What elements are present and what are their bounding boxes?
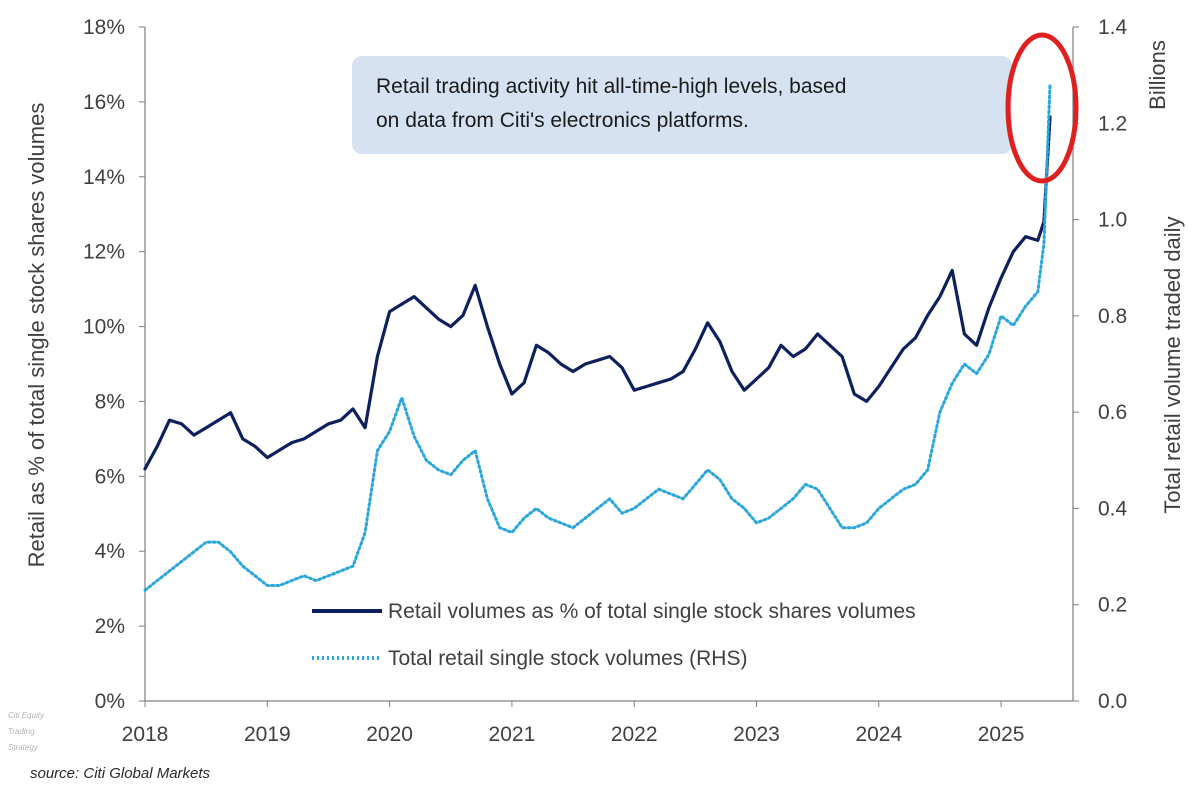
- left-tick-label: 12%: [83, 241, 125, 264]
- right-tick-label: 1.0: [1098, 209, 1127, 232]
- right-tick-label: 0.0: [1098, 690, 1127, 713]
- left-tick-label: 10%: [83, 316, 125, 339]
- left-tick-label: 2%: [95, 615, 125, 638]
- watermark-line-2: Trading: [8, 727, 35, 736]
- left-tick-label: 4%: [95, 540, 125, 563]
- left-tick-label: 8%: [95, 390, 125, 413]
- source-note: source: Citi Global Markets: [30, 765, 211, 782]
- series-layer: [143, 83, 1052, 592]
- right-tick-label: 1.4: [1098, 16, 1128, 39]
- left-tick-label: 6%: [95, 465, 125, 488]
- x-tick-label: 2023: [733, 723, 780, 746]
- right-tick-label: 0.8: [1098, 305, 1127, 328]
- right-tick-label: 0.2: [1098, 594, 1127, 617]
- series-line-retail-volume: [143, 83, 1052, 592]
- x-tick-label: 2020: [366, 723, 413, 746]
- left-axis-title: Retail as % of total single stock shares…: [24, 103, 49, 568]
- x-tick-label: 2021: [489, 723, 536, 746]
- right-tick-label: 0.4: [1098, 497, 1128, 520]
- series-line-retail-pct: [143, 115, 1052, 471]
- callout-line-1: Retail trading activity hit all-time-hig…: [376, 75, 846, 98]
- legend: Retail volumes as % of total single stoc…: [312, 600, 916, 670]
- right-tick-label: 1.2: [1098, 112, 1127, 135]
- right-axis-title: Total retail volume traded daily: [1160, 216, 1185, 513]
- peak-highlight-ellipse: [1005, 32, 1079, 184]
- x-tick-label: 2019: [244, 723, 291, 746]
- callout: Retail trading activity hit all-time-hig…: [352, 56, 1012, 154]
- callout-line-2: on data from Citi's electronics platform…: [376, 109, 749, 132]
- left-tick-label: 14%: [83, 166, 125, 189]
- x-tick-label: 2024: [855, 723, 902, 746]
- legend-label-volume: Total retail single stock volumes (RHS): [388, 647, 747, 670]
- watermark-line-3: Strategy: [8, 743, 39, 752]
- watermark-line-1: Citi Equity: [8, 711, 45, 720]
- left-tick-label: 0%: [95, 690, 125, 713]
- legend-label-pct: Retail volumes as % of total single stoc…: [388, 600, 916, 623]
- left-tick-label: 16%: [83, 91, 125, 114]
- left-tick-label: 18%: [83, 16, 125, 39]
- right-tick-label: 0.6: [1098, 401, 1127, 424]
- callout-box: [352, 56, 1012, 154]
- x-tick-label: 2018: [122, 723, 169, 746]
- ticks-layer: 0% 2% 4% 6% 8% 10% 12% 14% 16% 18% 0.0 0.2 0.4 0.6 0.8…: [83, 16, 1128, 746]
- x-tick-label: 2022: [611, 723, 658, 746]
- right-axis-unit: Billions: [1145, 40, 1170, 110]
- x-tick-label: 2025: [978, 723, 1025, 746]
